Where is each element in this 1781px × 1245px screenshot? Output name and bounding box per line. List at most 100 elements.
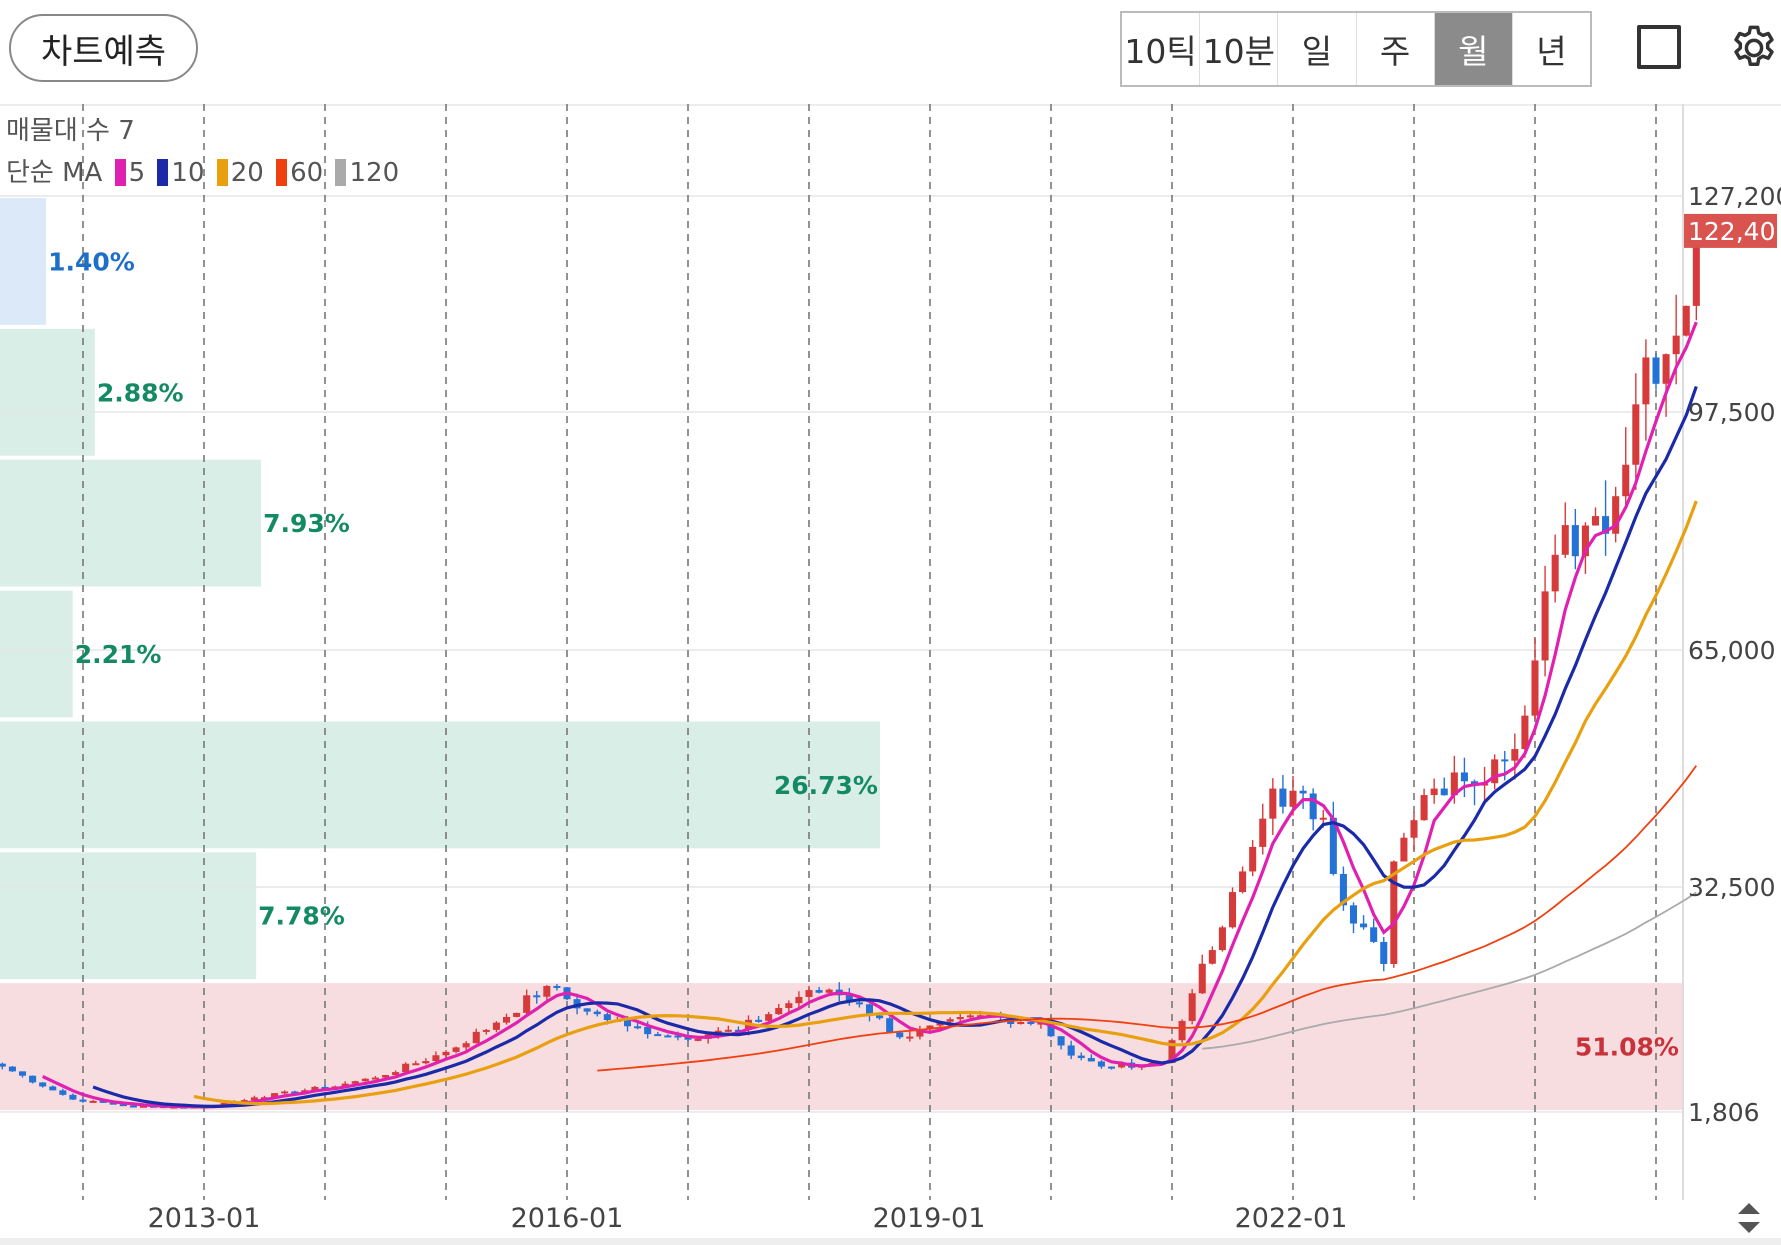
candle-body xyxy=(1259,818,1267,847)
candle-body xyxy=(664,1035,672,1038)
tab-week[interactable]: 주 xyxy=(1357,13,1435,85)
candle-body xyxy=(462,1043,470,1048)
y-tick-1: 127,200 xyxy=(1688,182,1781,211)
volume-band-5 xyxy=(0,721,880,849)
candle-body xyxy=(684,1037,692,1040)
candle-body xyxy=(29,1075,37,1083)
candle-body xyxy=(69,1094,77,1100)
candle-body xyxy=(1682,305,1690,336)
tab-year[interactable]: 년 xyxy=(1536,32,1567,71)
candle-body xyxy=(1239,871,1247,893)
candle-body xyxy=(654,1034,662,1037)
candle-body xyxy=(1249,846,1257,872)
candle-body xyxy=(139,1105,148,1108)
volume-band-label-3: 7.93% xyxy=(263,509,350,538)
candle-body xyxy=(1561,525,1569,555)
candle-body xyxy=(1037,1022,1045,1025)
candle-body xyxy=(1027,1022,1035,1025)
x-tick-2016: 2016-01 xyxy=(510,1203,624,1234)
candle-body xyxy=(513,1012,521,1017)
tab-month[interactable]: 월 xyxy=(1434,13,1513,85)
candle-body xyxy=(49,1086,57,1091)
chart-grid xyxy=(0,104,1684,1200)
candle-body xyxy=(1380,941,1388,964)
candle-body xyxy=(402,1063,410,1073)
ma10-label: 10 xyxy=(171,158,205,188)
ma10-swatch xyxy=(157,159,169,186)
moving-average-lines xyxy=(42,321,1698,1109)
candle-body xyxy=(674,1035,682,1038)
candle-body xyxy=(392,1072,400,1076)
candle-body xyxy=(0,1063,6,1067)
candle-body xyxy=(906,1036,914,1039)
candle-body xyxy=(1289,790,1297,807)
candle-body xyxy=(734,1029,742,1032)
ma60-swatch xyxy=(276,159,288,186)
tab-10-tick[interactable]: 10틱 xyxy=(1122,13,1201,85)
volume-profile-legend: 매물대 수 7 xyxy=(6,116,135,146)
candle-body xyxy=(1400,837,1408,862)
ma-line-20 xyxy=(193,500,1698,1106)
tab-10-minute[interactable]: 10분 xyxy=(1200,13,1279,85)
candle-body xyxy=(1208,950,1216,964)
candle-body xyxy=(543,985,551,997)
tab-day[interactable]: 일 xyxy=(1278,13,1357,85)
candle-body xyxy=(916,1029,924,1037)
candle-body xyxy=(1339,873,1347,906)
candle-body xyxy=(876,1015,884,1019)
candle-body xyxy=(79,1099,87,1102)
candle-body xyxy=(1511,749,1519,761)
y-tick-4: 32,500 xyxy=(1688,873,1775,902)
price-axis: 127,200 97,500 65,000 32,500 1,806 122,400 xyxy=(1684,182,1781,1127)
gear-icon[interactable] xyxy=(1728,22,1780,74)
volume-band-2 xyxy=(0,328,95,456)
candle-body xyxy=(1329,817,1337,874)
candle-body xyxy=(1591,516,1600,526)
volume-band-label-2: 2.88% xyxy=(97,378,184,407)
candle-body xyxy=(1067,1045,1075,1056)
ma-line-10 xyxy=(92,385,1698,1109)
current-price-label: 122,400 xyxy=(1688,217,1781,246)
candle-body xyxy=(381,1075,390,1078)
candle-body xyxy=(1531,660,1539,716)
candle-body xyxy=(432,1055,440,1062)
candle-body xyxy=(765,1014,773,1021)
stock-chart[interactable]: 1.40% 2.88% 7.93% 2.21% 26.73% 7.78% 51.08% 12… xyxy=(0,104,1781,1200)
candle-body xyxy=(825,989,833,993)
candle-body xyxy=(18,1071,27,1076)
candle-body xyxy=(1581,525,1589,557)
candle-body xyxy=(1521,715,1529,750)
period-tab-group: 10틱 10분 일 주 월 년 xyxy=(1120,11,1592,87)
candle-body xyxy=(351,1081,359,1084)
candle-body xyxy=(240,1100,248,1103)
fullscreen-square-icon[interactable] xyxy=(1637,25,1681,69)
candle-body xyxy=(371,1077,379,1080)
y-tick-2: 97,500 xyxy=(1688,398,1775,427)
scroll-arrows-icon[interactable] xyxy=(1734,1200,1764,1236)
candle-body xyxy=(1107,1066,1116,1069)
candle-body xyxy=(492,1022,500,1030)
candle-body xyxy=(99,1100,107,1103)
volume-band-1 xyxy=(0,198,47,325)
candle-body xyxy=(1692,230,1700,306)
ma20-label: 20 xyxy=(230,158,264,188)
candle-body xyxy=(966,1015,974,1018)
ma-line-120 xyxy=(1202,891,1697,1050)
volume-band-4 xyxy=(0,590,73,718)
current-price-badge xyxy=(1684,213,1777,248)
candle-body xyxy=(1360,923,1368,928)
ma120-swatch xyxy=(335,159,347,186)
candle-body xyxy=(1501,759,1509,762)
candle-body xyxy=(644,1026,652,1035)
chart-predict-button[interactable]: 차트예측 xyxy=(9,14,198,82)
candle-body xyxy=(1319,817,1327,820)
candle-body xyxy=(593,1011,601,1015)
candle-body xyxy=(321,1086,329,1089)
candle-body xyxy=(412,1063,420,1066)
candle-body xyxy=(1602,516,1610,534)
candle-body xyxy=(1430,788,1438,796)
y-tick-5: 1,806 xyxy=(1688,1098,1760,1127)
candle-body xyxy=(311,1086,319,1091)
candle-body xyxy=(1198,963,1206,994)
candle-body xyxy=(573,999,581,1009)
